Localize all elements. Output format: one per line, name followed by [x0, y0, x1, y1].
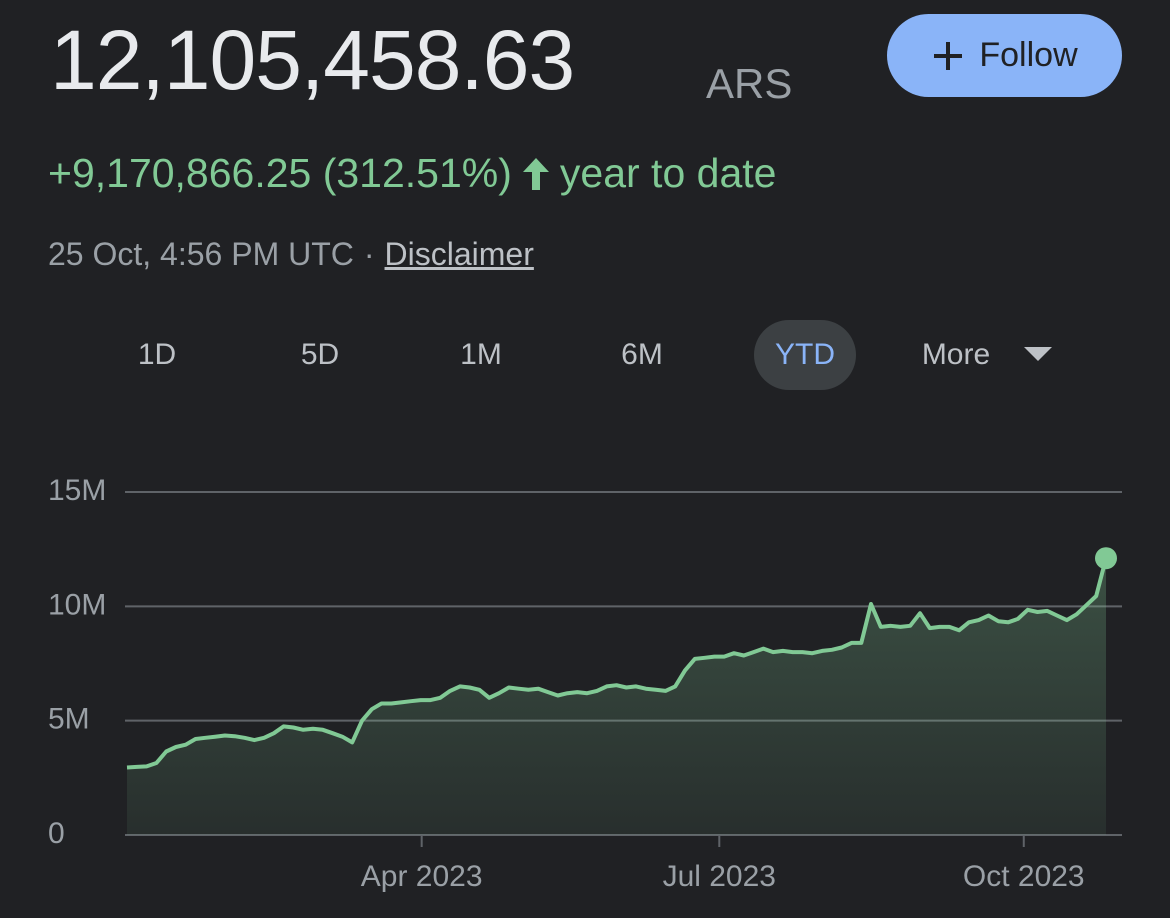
- x-tick-label: Jul 2023: [663, 860, 776, 893]
- y-tick-label: 5M: [48, 703, 90, 736]
- up-arrow: [522, 157, 549, 190]
- change-line: +9,170,866.25 (312.51%) year to date: [48, 150, 776, 197]
- range-tab-highlight: [754, 320, 856, 390]
- change-value: +9,170,866.25 (312.51%): [48, 150, 512, 196]
- last-point: [1095, 547, 1117, 570]
- follow-label: Follow: [979, 36, 1078, 74]
- x-tick-label: Oct 2023: [963, 860, 1085, 893]
- dropdown-caret: [1024, 347, 1052, 361]
- range-tab-label: YTD: [775, 338, 835, 371]
- y-tick-label: 10M: [48, 588, 106, 621]
- timestamp: 25 Oct, 4:56 PM UTC: [48, 236, 354, 272]
- area-fill: [127, 558, 1106, 835]
- range-tab-label: 5D: [301, 338, 339, 371]
- x-tick-label: Apr 2023: [361, 860, 483, 893]
- price-line: [126, 557, 1108, 770]
- range-tab[interactable]: More: [922, 338, 1052, 371]
- range-tab-label: 1D: [138, 338, 176, 371]
- price: 12,105,458.63: [50, 13, 575, 107]
- range-tab[interactable]: 5D: [301, 338, 339, 371]
- y-tick-label: 0: [48, 817, 65, 850]
- timestamp-line: 25 Oct, 4:56 PM UTC · Disclaimer: [48, 236, 534, 273]
- follow-button[interactable]: Follow: [887, 14, 1122, 97]
- range-tab[interactable]: YTD: [754, 320, 856, 390]
- range-tab-label: More: [922, 338, 990, 371]
- range-tab[interactable]: 1D: [138, 338, 176, 371]
- plus-icon: [934, 41, 963, 70]
- change-period: year to date: [559, 150, 777, 196]
- range-tab-label: 6M: [621, 338, 663, 371]
- range-tab[interactable]: 1M: [460, 338, 502, 371]
- disclaimer-link[interactable]: Disclaimer: [384, 236, 534, 272]
- separator: ·: [363, 236, 375, 272]
- range-tabs: 1D 5D 1M 6M YTD More: [138, 320, 1052, 390]
- currency: ARS: [706, 60, 793, 107]
- range-tab-label: 1M: [460, 338, 502, 371]
- range-tab[interactable]: 6M: [621, 338, 663, 371]
- y-tick-label: 15M: [48, 474, 106, 507]
